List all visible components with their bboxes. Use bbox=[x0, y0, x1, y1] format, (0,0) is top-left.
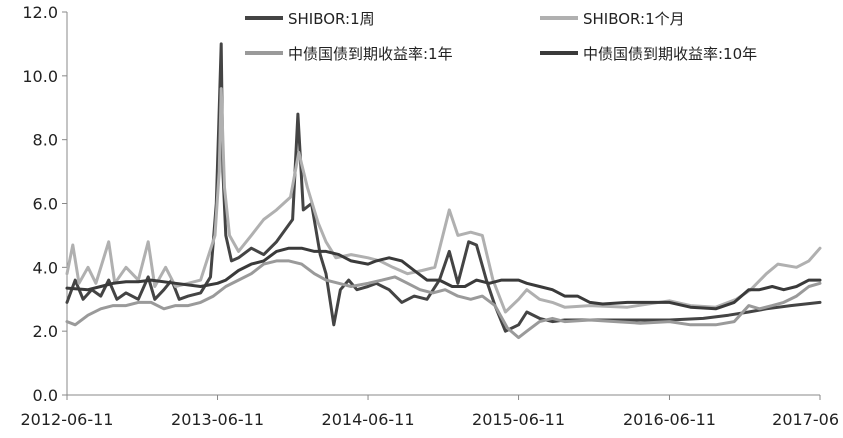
x-tick-label: 2017-06 bbox=[772, 410, 839, 429]
legend-label-cgb-1y: 中债国债到期收益率:1年 bbox=[288, 45, 453, 63]
y-tick-label: 10.0 bbox=[22, 67, 58, 86]
x-tick-label: 2016-06-11 bbox=[623, 410, 716, 429]
series-lines bbox=[65, 42, 822, 340]
series-line-shibor-1w bbox=[65, 42, 822, 333]
legend-label-shibor-1m: SHIBOR:1个月 bbox=[583, 10, 685, 28]
x-tick-label: 2012-06-11 bbox=[21, 410, 114, 429]
y-axis: 0.0 2.0 4.0 6.0 8.0 10.0 12.0 bbox=[22, 3, 68, 405]
x-tick-label: 2015-06-11 bbox=[472, 410, 565, 429]
y-tick-label: 0.0 bbox=[33, 386, 58, 405]
y-tick-label: 2.0 bbox=[33, 322, 58, 341]
y-tick-label: 8.0 bbox=[33, 131, 58, 150]
legend-label-cgb-10y: 中债国债到期收益率:10年 bbox=[583, 45, 757, 63]
x-axis: 2012-06-11 2013-06-11 2014-06-11 2015-06-11… bbox=[21, 394, 839, 429]
y-tick-label: 6.0 bbox=[33, 195, 58, 214]
series-line-cgb-1y bbox=[65, 259, 822, 340]
x-tick-label: 2013-06-11 bbox=[171, 410, 264, 429]
series-line-cgb-10y bbox=[65, 246, 822, 311]
series-line-shibor-1m bbox=[65, 87, 822, 314]
legend-label-shibor-1w: SHIBOR:1周 bbox=[288, 10, 375, 28]
x-tick-label: 2014-06-11 bbox=[322, 410, 415, 429]
y-tick-label: 12.0 bbox=[22, 3, 58, 22]
y-tick-label: 4.0 bbox=[33, 258, 58, 277]
